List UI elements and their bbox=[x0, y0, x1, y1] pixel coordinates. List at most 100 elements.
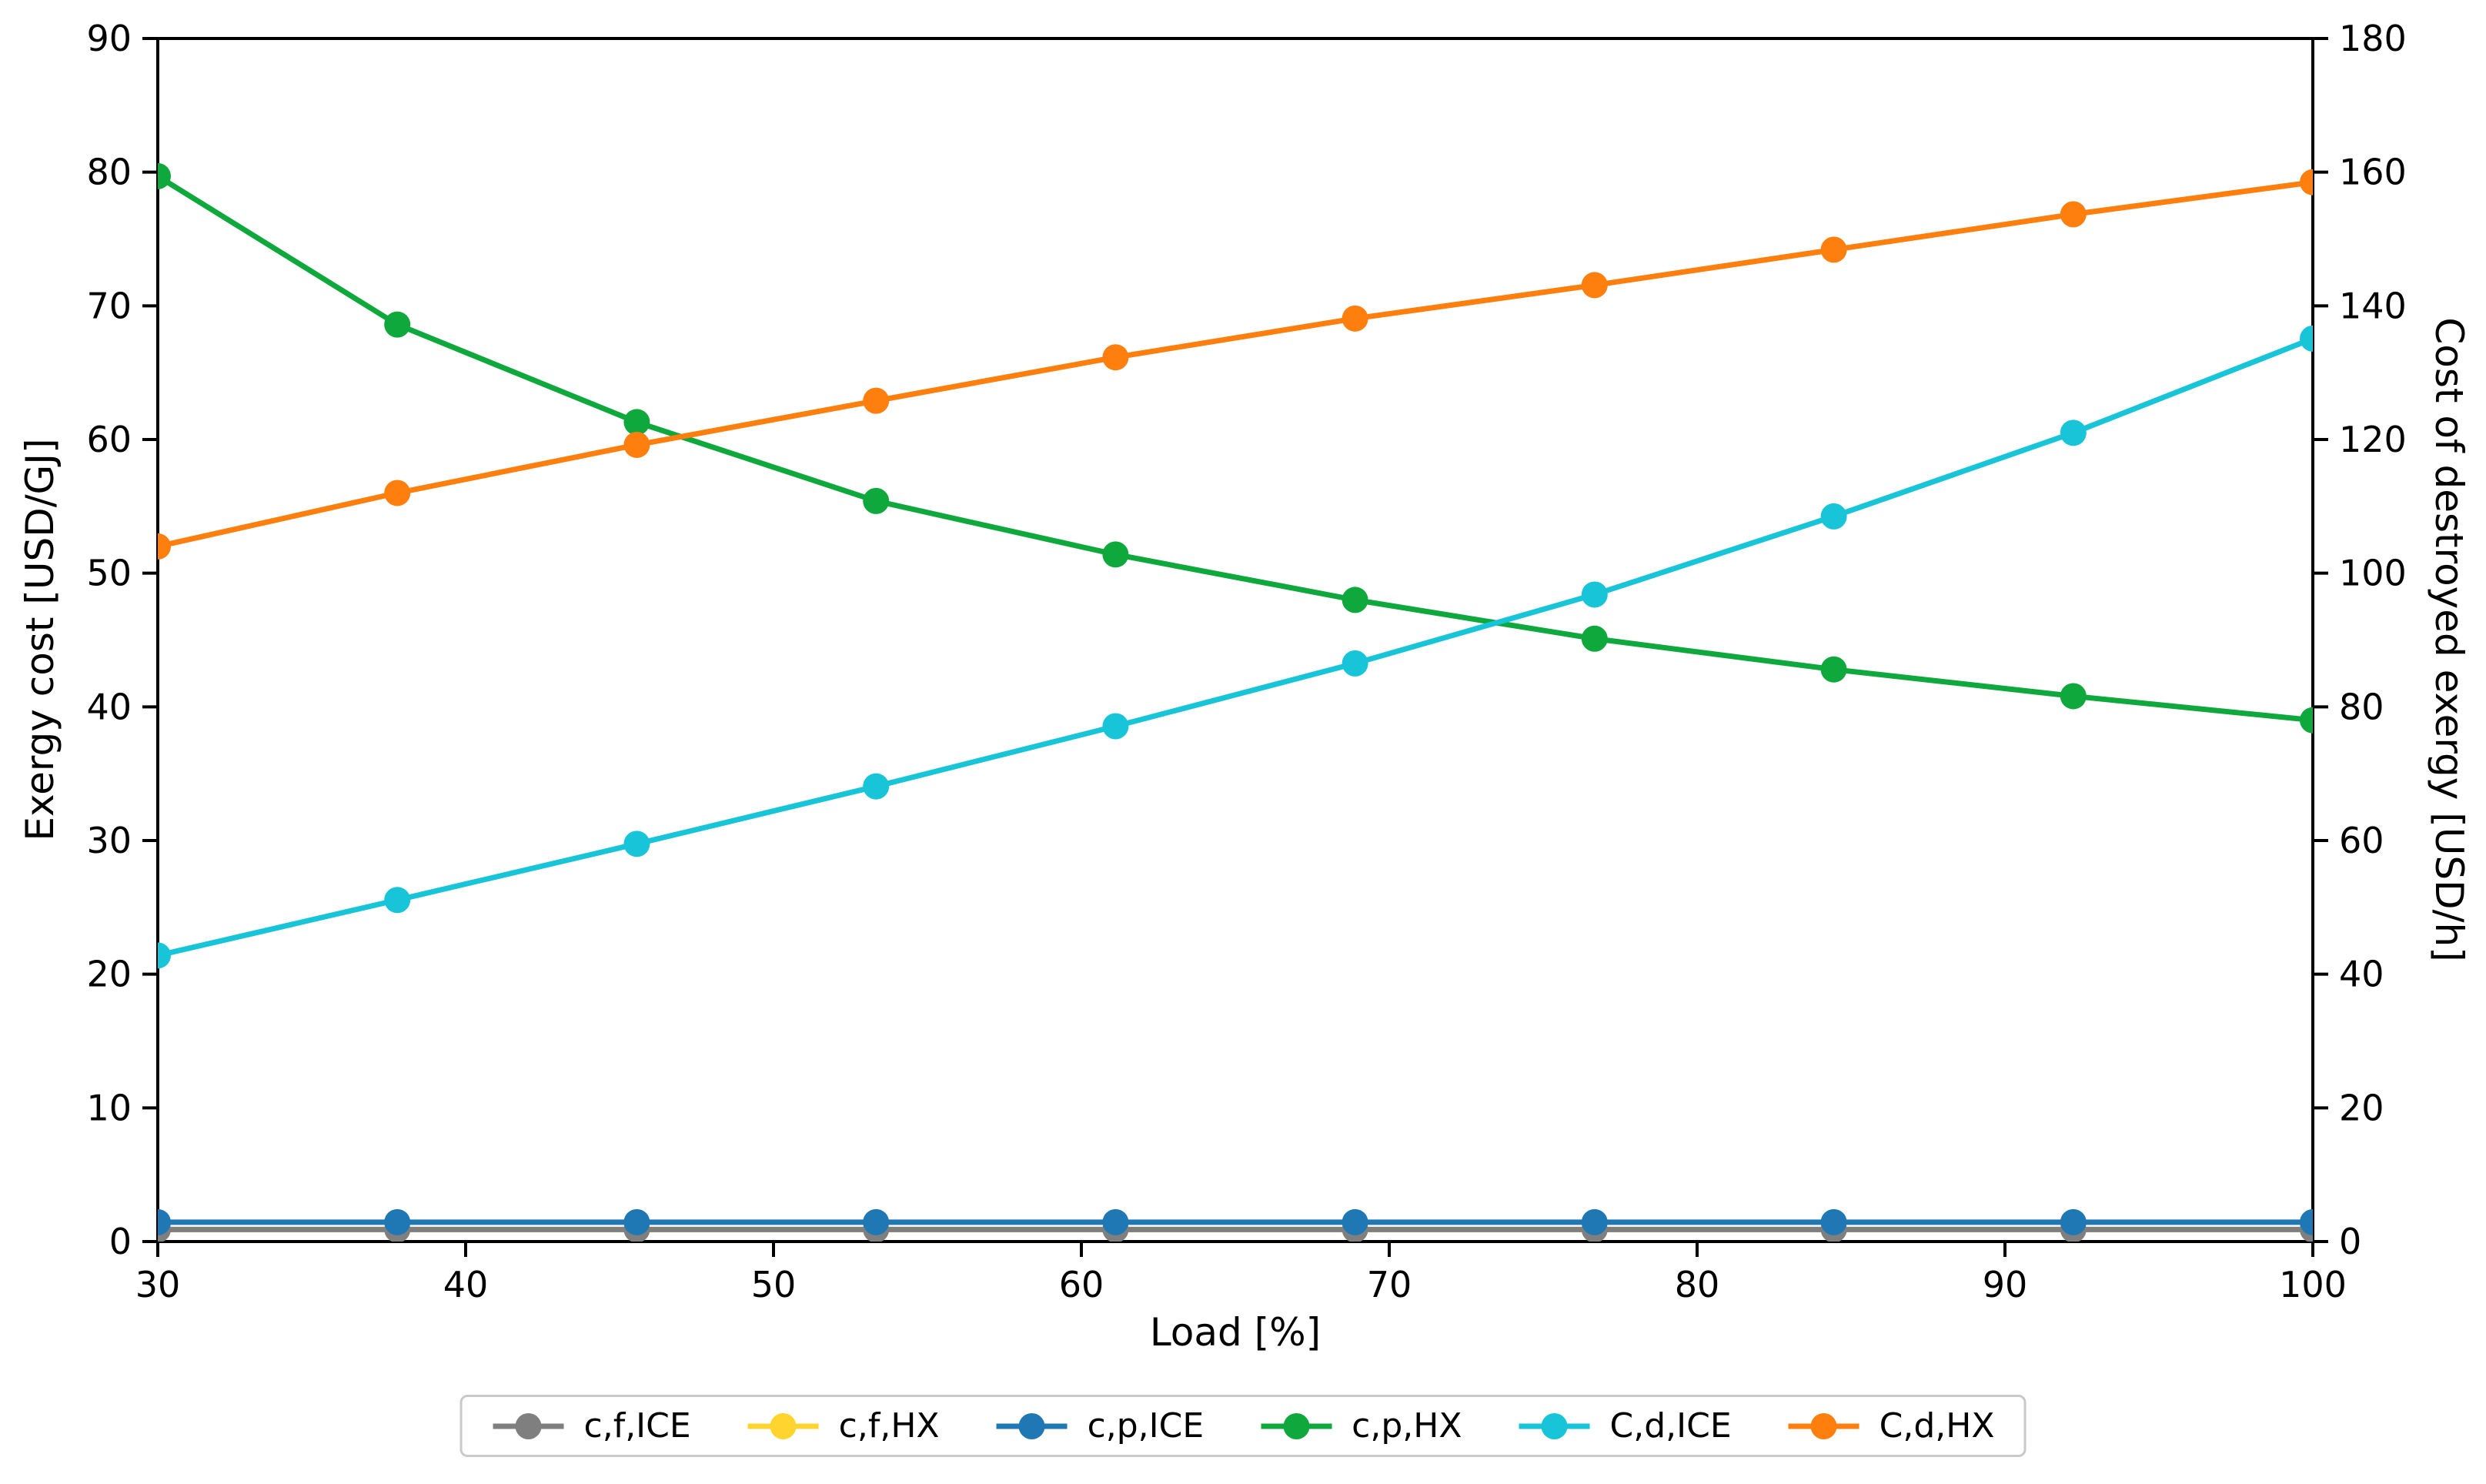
data-point bbox=[1581, 272, 1608, 299]
left-y-tick-label: 90 bbox=[86, 18, 132, 59]
data-point bbox=[623, 431, 650, 458]
right-y-tick-label: 0 bbox=[2339, 1221, 2361, 1262]
data-point bbox=[1102, 713, 1129, 740]
legend-item: c,p,HX bbox=[1259, 1406, 1462, 1446]
legend-item: c,f,HX bbox=[747, 1406, 940, 1446]
legend-item: C,d,HX bbox=[1787, 1406, 1995, 1446]
right-y-tick-label: 80 bbox=[2339, 686, 2384, 727]
data-point bbox=[1102, 541, 1129, 568]
x-tick-label: 30 bbox=[135, 1264, 181, 1305]
data-point bbox=[623, 831, 650, 857]
data-point bbox=[158, 533, 171, 560]
data-point bbox=[1102, 1208, 1129, 1235]
x-tick-label: 80 bbox=[1675, 1264, 1720, 1305]
series-line bbox=[158, 336, 2313, 958]
right-y-tick-label: 20 bbox=[2339, 1087, 2384, 1128]
data-point bbox=[623, 409, 650, 436]
legend: c,f,ICE c,f,HX c,p,ICE c,p,HX bbox=[459, 1395, 2027, 1457]
data-point bbox=[1581, 581, 1608, 608]
data-point bbox=[2300, 169, 2313, 196]
data-point bbox=[384, 311, 411, 338]
data-point bbox=[1342, 650, 1368, 677]
data-point bbox=[2060, 683, 2087, 710]
data-point bbox=[863, 773, 890, 800]
data-point bbox=[1581, 625, 1608, 652]
legend-marker-icon bbox=[1261, 1412, 1332, 1439]
right-y-tick-label: 160 bbox=[2339, 152, 2407, 193]
data-point bbox=[623, 1208, 650, 1235]
x-tick-label: 40 bbox=[443, 1264, 489, 1305]
data-point bbox=[158, 1208, 171, 1235]
data-point bbox=[1342, 1208, 1368, 1235]
data-point bbox=[2300, 1208, 2313, 1235]
data-point bbox=[1342, 587, 1368, 613]
series-line bbox=[158, 173, 2313, 724]
left-y-tick-label: 80 bbox=[86, 152, 132, 193]
left-y-tick-label: 50 bbox=[86, 553, 132, 594]
legend-item-label: c,p,HX bbox=[1352, 1406, 1462, 1446]
left-y-tick-label: 40 bbox=[86, 686, 132, 727]
data-point bbox=[384, 887, 411, 914]
data-point bbox=[158, 162, 171, 189]
data-point bbox=[2300, 325, 2313, 352]
legend-item: c,p,ICE bbox=[995, 1406, 1205, 1446]
legend-item-label: C,d,ICE bbox=[1609, 1406, 1732, 1446]
legend-marker-icon bbox=[1519, 1412, 1590, 1439]
plot-border bbox=[156, 37, 2314, 1243]
legend-item-label: C,d,HX bbox=[1879, 1406, 1995, 1446]
legend-item-label: c,p,ICE bbox=[1087, 1406, 1205, 1446]
right-y-axis-title: Cost of destroyed exergy [USD/h] bbox=[2427, 317, 2471, 962]
data-point bbox=[2060, 1208, 2087, 1235]
data-point bbox=[1820, 236, 1847, 263]
data-point bbox=[863, 387, 890, 414]
legend-item: c,f,ICE bbox=[492, 1406, 691, 1446]
data-point bbox=[1342, 305, 1368, 332]
left-y-axis-title: Exergy cost [USD/GJ] bbox=[18, 438, 62, 841]
series-c-p-hx bbox=[158, 162, 2313, 734]
data-point bbox=[384, 1208, 411, 1235]
right-y-tick-label: 40 bbox=[2339, 954, 2384, 995]
right-y-tick-label: 60 bbox=[2339, 820, 2384, 861]
series-line bbox=[158, 179, 2313, 550]
x-tick-label: 70 bbox=[1367, 1264, 1412, 1305]
right-y-tick-label: 100 bbox=[2339, 553, 2407, 594]
data-point bbox=[1581, 1208, 1608, 1235]
series-c-d-hx bbox=[158, 169, 2313, 560]
x-tick-label: 50 bbox=[751, 1264, 797, 1305]
data-point bbox=[863, 1208, 890, 1235]
x-tick-label: 100 bbox=[2279, 1264, 2347, 1305]
data-point bbox=[1820, 1208, 1847, 1235]
series-c-d-ice bbox=[158, 325, 2313, 969]
x-tick-label: 60 bbox=[1059, 1264, 1104, 1305]
left-y-tick-label: 60 bbox=[86, 419, 132, 460]
data-point bbox=[1820, 656, 1847, 683]
left-y-tick-label: 10 bbox=[86, 1087, 132, 1128]
data-point bbox=[863, 487, 890, 514]
legend-item-label: c,f,HX bbox=[838, 1406, 940, 1446]
right-y-tick-label: 180 bbox=[2339, 18, 2407, 59]
legend-marker-icon bbox=[1788, 1412, 1859, 1439]
data-point bbox=[1820, 503, 1847, 530]
right-y-tick-label: 120 bbox=[2339, 419, 2407, 460]
left-y-tick-label: 70 bbox=[86, 285, 132, 326]
left-y-tick-label: 30 bbox=[86, 820, 132, 861]
data-point bbox=[158, 942, 171, 969]
data-point bbox=[2300, 707, 2313, 734]
data-point bbox=[1102, 344, 1129, 371]
legend-item-label: c,f,ICE bbox=[583, 1406, 691, 1446]
series-c-p-ice bbox=[158, 1208, 2313, 1235]
data-point bbox=[384, 480, 411, 506]
legend-marker-icon bbox=[493, 1412, 564, 1439]
left-y-tick-label: 20 bbox=[86, 954, 132, 995]
legend-marker-icon bbox=[747, 1412, 819, 1439]
data-point bbox=[2060, 419, 2087, 446]
x-tick-label: 90 bbox=[1983, 1264, 2028, 1305]
legend-item: C,d,ICE bbox=[1517, 1406, 1732, 1446]
right-y-tick-label: 140 bbox=[2339, 285, 2407, 326]
x-axis-title: Load [%] bbox=[1149, 1310, 1322, 1355]
data-point bbox=[2060, 201, 2087, 228]
left-y-tick-label: 0 bbox=[109, 1221, 132, 1262]
legend-marker-icon bbox=[996, 1412, 1068, 1439]
